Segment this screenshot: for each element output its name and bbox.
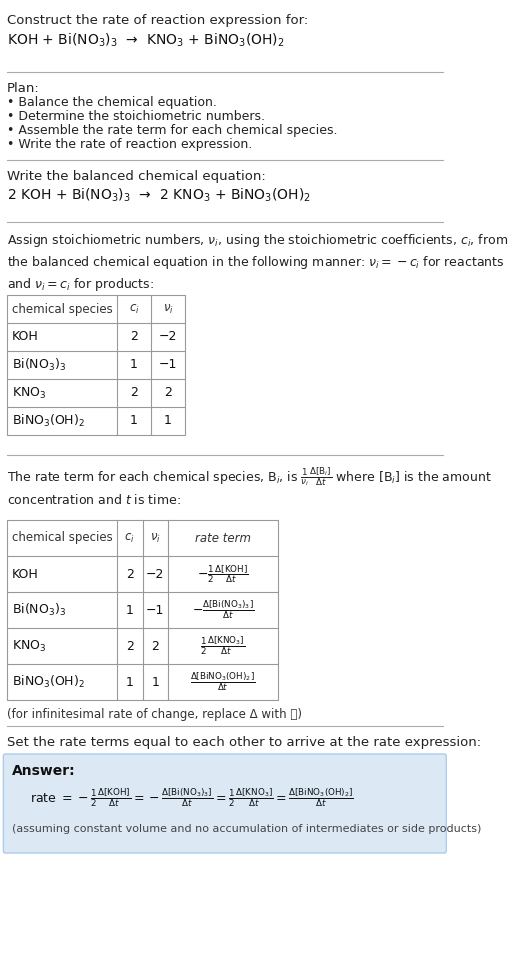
Text: KOH + Bi(NO$_3$)$_3$  →  KNO$_3$ + BiNO$_3$(OH)$_2$: KOH + Bi(NO$_3$)$_3$ → KNO$_3$ + BiNO$_3… [7, 32, 285, 50]
Text: 2: 2 [164, 386, 172, 399]
FancyBboxPatch shape [3, 754, 446, 853]
Text: $\frac{\Delta[\mathrm{BiNO_3(OH)_2}]}{\Delta t}$: $\frac{\Delta[\mathrm{BiNO_3(OH)_2}]}{\D… [190, 671, 256, 693]
Text: • Assemble the rate term for each chemical species.: • Assemble the rate term for each chemic… [7, 124, 337, 137]
Text: Bi(NO$_3$)$_3$: Bi(NO$_3$)$_3$ [12, 357, 66, 373]
Text: rate term: rate term [195, 532, 251, 545]
Text: KOH: KOH [12, 331, 39, 344]
Text: KOH: KOH [12, 567, 39, 581]
Text: • Balance the chemical equation.: • Balance the chemical equation. [7, 96, 217, 109]
Text: Answer:: Answer: [12, 764, 75, 778]
Text: 2: 2 [126, 639, 134, 653]
Bar [7, 520, 278, 700]
Text: • Determine the stoichiometric numbers.: • Determine the stoichiometric numbers. [7, 110, 265, 123]
Text: $c_i$: $c_i$ [129, 303, 139, 315]
Text: $\nu_i$: $\nu_i$ [163, 303, 173, 315]
Text: KNO$_3$: KNO$_3$ [12, 638, 46, 654]
Text: Plan:: Plan: [7, 82, 40, 95]
Text: 1: 1 [130, 358, 138, 372]
Text: • Write the rate of reaction expression.: • Write the rate of reaction expression. [7, 138, 252, 151]
Text: (for infinitesimal rate of change, replace Δ with 𝑑): (for infinitesimal rate of change, repla… [7, 708, 302, 721]
Text: 1: 1 [130, 415, 138, 427]
Text: chemical species: chemical species [12, 532, 113, 545]
Text: 2: 2 [152, 639, 159, 653]
Text: 1: 1 [126, 603, 134, 617]
Text: $\nu_i$: $\nu_i$ [150, 532, 161, 545]
Text: $\frac{1}{2}\frac{\Delta[\mathrm{KNO_3}]}{\Delta t}$: $\frac{1}{2}\frac{\Delta[\mathrm{KNO_3}]… [200, 634, 246, 658]
Text: 1: 1 [152, 675, 159, 688]
Text: Set the rate terms equal to each other to arrive at the rate expression:: Set the rate terms equal to each other t… [7, 736, 481, 749]
Text: The rate term for each chemical species, B$_i$, is $\frac{1}{\nu_i}\frac{\Delta[: The rate term for each chemical species,… [7, 465, 492, 508]
Text: BiNO$_3$(OH)$_2$: BiNO$_3$(OH)$_2$ [12, 674, 85, 690]
Text: 2: 2 [130, 331, 138, 344]
Text: −1: −1 [159, 358, 177, 372]
Text: −2: −2 [159, 331, 177, 344]
Text: Write the balanced chemical equation:: Write the balanced chemical equation: [7, 170, 266, 183]
Text: 2: 2 [130, 386, 138, 399]
Text: 2 KOH + Bi(NO$_3$)$_3$  →  2 KNO$_3$ + BiNO$_3$(OH)$_2$: 2 KOH + Bi(NO$_3$)$_3$ → 2 KNO$_3$ + BiN… [7, 187, 311, 204]
Text: rate $= -\frac{1}{2}\frac{\Delta[\mathrm{KOH}]}{\Delta t} = -\frac{\Delta[\mathr: rate $= -\frac{1}{2}\frac{\Delta[\mathrm… [30, 786, 354, 809]
Text: Bi(NO$_3$)$_3$: Bi(NO$_3$)$_3$ [12, 602, 66, 618]
Text: $-\frac{1}{2}\frac{\Delta[\mathrm{KOH}]}{\Delta t}$: $-\frac{1}{2}\frac{\Delta[\mathrm{KOH}]}… [197, 563, 249, 585]
Text: 1: 1 [126, 675, 134, 688]
Text: Construct the rate of reaction expression for:: Construct the rate of reaction expressio… [7, 14, 308, 27]
Text: −1: −1 [146, 603, 164, 617]
Text: KNO$_3$: KNO$_3$ [12, 386, 46, 400]
Text: −2: −2 [146, 567, 164, 581]
Bar [7, 295, 185, 435]
Text: Assign stoichiometric numbers, $\nu_i$, using the stoichiometric coefficients, $: Assign stoichiometric numbers, $\nu_i$, … [7, 232, 508, 293]
Text: BiNO$_3$(OH)$_2$: BiNO$_3$(OH)$_2$ [12, 413, 85, 429]
Text: 1: 1 [164, 415, 172, 427]
Text: $c_i$: $c_i$ [125, 532, 135, 545]
Text: 2: 2 [126, 567, 134, 581]
Text: (assuming constant volume and no accumulation of intermediates or side products): (assuming constant volume and no accumul… [12, 824, 481, 834]
Text: $-\frac{\Delta[\mathrm{Bi(NO_3)_3}]}{\Delta t}$: $-\frac{\Delta[\mathrm{Bi(NO_3)_3}]}{\De… [192, 598, 254, 622]
Text: chemical species: chemical species [12, 303, 113, 315]
